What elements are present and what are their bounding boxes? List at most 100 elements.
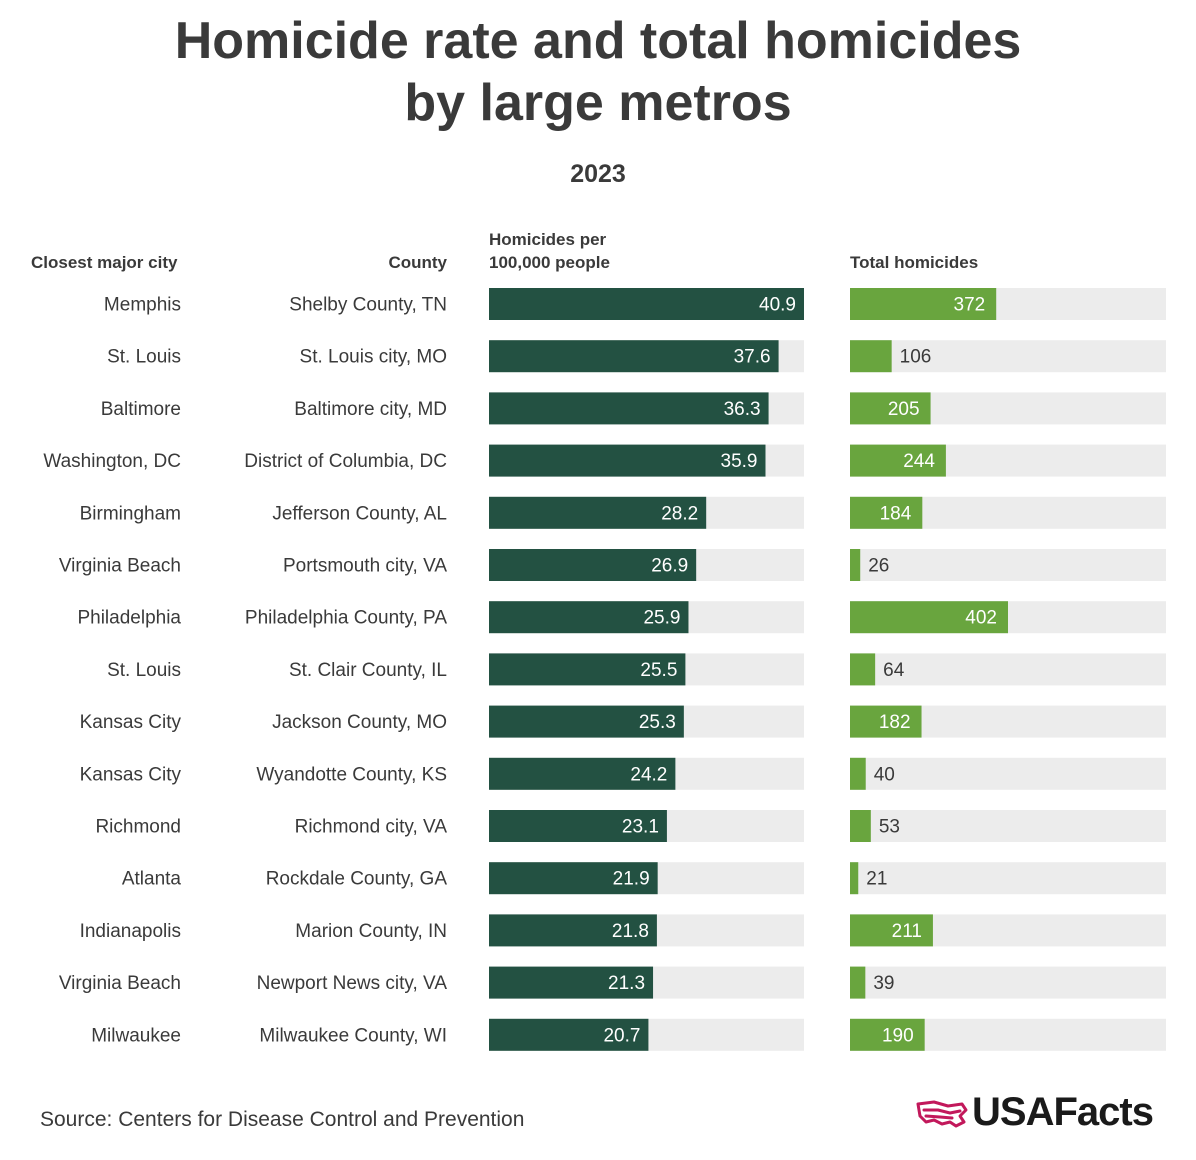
rate-bar <box>489 444 766 477</box>
total-value-label: 402 <box>965 608 997 629</box>
total-bar <box>850 757 866 790</box>
total-value-label: 211 <box>892 921 922 942</box>
rate-value-label: 21.8 <box>612 921 649 942</box>
total-bar <box>850 1018 925 1051</box>
rate-value-label: 25.5 <box>640 660 677 681</box>
rate-bar <box>489 392 769 425</box>
total-bar <box>850 601 1008 634</box>
total-bar <box>850 705 922 738</box>
county-label: Milwaukee County, WI <box>259 1025 447 1046</box>
total-bar-track <box>850 966 1166 999</box>
rate-bar <box>489 496 707 529</box>
rate-value-label: 25.3 <box>639 712 676 733</box>
rate-value-label: 21.3 <box>608 973 645 994</box>
county-label: Baltimore city, MD <box>294 399 447 420</box>
rate-value-label: 24.2 <box>630 764 667 785</box>
rate-value-label: 23.1 <box>622 817 659 838</box>
total-bar-track <box>850 340 1166 373</box>
total-bar-track <box>850 549 1166 581</box>
county-label: Shelby County, TN <box>289 295 447 316</box>
rate-bar <box>489 862 658 895</box>
rate-bar <box>489 914 657 947</box>
total-value-label: 53 <box>879 817 900 838</box>
county-label: Richmond city, VA <box>295 817 448 838</box>
rate-value-label: 35.9 <box>721 451 758 472</box>
total-bar <box>850 549 861 581</box>
total-bar <box>850 862 859 895</box>
rate-bar <box>489 549 697 581</box>
county-label: Newport News city, VA <box>257 973 448 994</box>
city-label: Kansas City <box>80 712 182 733</box>
city-label: Washington, DC <box>43 451 181 472</box>
city-label: Birmingham <box>80 503 181 524</box>
total-value-label: 64 <box>883 660 905 681</box>
total-bar-track <box>850 862 1166 895</box>
total-bar <box>850 496 923 529</box>
header-rate: Homicides per 100,000 people <box>489 228 610 274</box>
header-total: Total homicides <box>850 253 979 272</box>
total-value-label: 26 <box>868 556 889 577</box>
county-label: Jefferson County, AL <box>272 503 447 524</box>
rate-bar <box>489 966 654 999</box>
county-label: St. Clair County, IL <box>289 660 447 681</box>
city-label: St. Louis <box>107 347 181 368</box>
total-bar-track <box>850 653 1166 686</box>
total-value-label: 244 <box>903 451 935 472</box>
header-county: County <box>388 253 447 272</box>
usafacts-logo <box>916 1100 968 1128</box>
total-bar-track <box>850 810 1166 842</box>
city-label: Richmond <box>95 817 181 838</box>
total-bar <box>850 444 946 477</box>
county-label: District of Columbia, DC <box>244 451 447 472</box>
total-bar-track <box>850 757 1166 790</box>
county-label: Jackson County, MO <box>272 712 447 733</box>
rate-value-label: 21.9 <box>613 869 650 890</box>
rate-value-label: 26.9 <box>651 556 688 577</box>
total-value-label: 40 <box>874 764 895 785</box>
rate-value-label: 25.9 <box>643 608 680 629</box>
total-bar <box>850 653 876 686</box>
total-bar <box>850 810 871 842</box>
county-label: Portsmouth city, VA <box>283 556 447 577</box>
chart-title: Homicide rate and total homicides by lar… <box>0 10 1196 134</box>
header-city: Closest major city <box>31 253 178 272</box>
city-label: St. Louis <box>107 660 181 681</box>
rate-bar <box>489 810 667 842</box>
city-label: Indianapolis <box>80 921 181 942</box>
total-value-label: 21 <box>866 869 887 890</box>
total-bar <box>850 340 892 373</box>
city-label: Virginia Beach <box>59 973 181 994</box>
header-rate-line-2: 100,000 people <box>489 253 610 272</box>
total-value-label: 106 <box>900 347 932 368</box>
rate-bar <box>489 288 804 320</box>
rate-bar <box>489 757 676 790</box>
total-value-label: 372 <box>954 295 986 316</box>
city-label: Virginia Beach <box>59 556 181 577</box>
header-rate-line-1: Homicides per <box>489 230 607 249</box>
rate-value-label: 20.7 <box>603 1025 640 1046</box>
rate-bar <box>489 601 689 634</box>
total-value-label: 205 <box>888 399 920 420</box>
logo-text: USAFacts <box>972 1090 1154 1134</box>
chart-title-line-2: by large metros <box>404 74 792 132</box>
county-label: St. Louis city, MO <box>300 347 447 368</box>
total-bar <box>850 392 931 425</box>
total-bar <box>850 288 997 320</box>
total-bar <box>850 966 866 999</box>
county-label: Marion County, IN <box>295 921 447 942</box>
rate-value-label: 28.2 <box>661 503 698 524</box>
city-label: Philadelphia <box>77 608 181 629</box>
rate-bar <box>489 653 686 686</box>
rate-value-label: 36.3 <box>724 399 761 420</box>
rate-value-label: 37.6 <box>734 347 771 368</box>
total-value-label: 190 <box>882 1025 914 1046</box>
rate-bar <box>489 1018 649 1051</box>
total-bar <box>850 914 933 947</box>
rate-bar <box>489 705 684 738</box>
county-label: Wyandotte County, KS <box>256 764 447 785</box>
usa-map-icon <box>916 1100 968 1128</box>
city-label: Memphis <box>104 295 181 316</box>
rate-bar <box>489 340 779 373</box>
county-label: Philadelphia County, PA <box>245 608 447 629</box>
